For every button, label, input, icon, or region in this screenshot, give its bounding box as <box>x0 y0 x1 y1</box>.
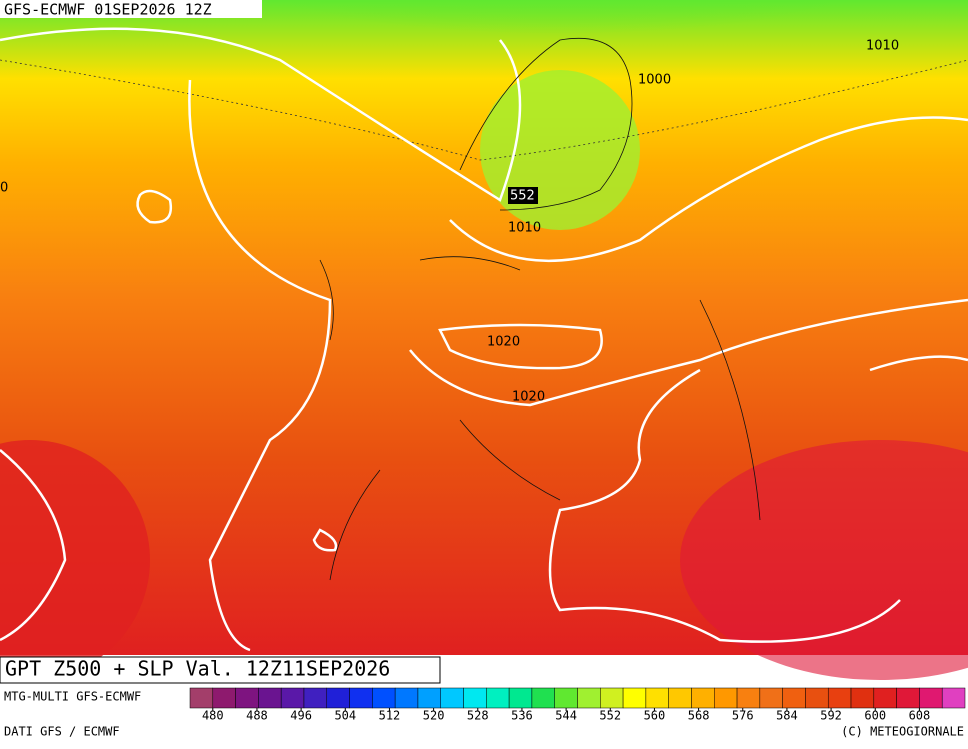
isobar <box>409 298 968 407</box>
colorbar-swatch <box>258 687 282 709</box>
colorbar-swatch <box>873 687 897 709</box>
colorbar-swatch <box>782 687 806 709</box>
colorbar-swatch <box>645 687 669 709</box>
colorbar-swatch <box>372 687 396 709</box>
colorbar-swatch <box>417 687 441 709</box>
colorbar-swatch <box>440 687 464 709</box>
map: GFS-ECMWF 01SEP2026 12Z 1010 1000 0 552 … <box>0 0 968 680</box>
contour-label: 1010 <box>508 221 541 236</box>
colorbar-swatch <box>827 687 852 709</box>
warm-field <box>680 440 968 680</box>
isobar <box>438 323 603 370</box>
colorbar-swatch <box>189 687 214 709</box>
colorbar-swatch <box>759 687 783 709</box>
contour-label: 1000 <box>638 73 671 88</box>
isobar <box>0 27 522 202</box>
isobar <box>312 528 338 552</box>
contour-label: 552 <box>510 189 535 204</box>
colorbar-tick-label: 496 <box>290 709 312 723</box>
colorbar-tick-label: 520 <box>423 709 445 723</box>
colorbar-swatch <box>919 687 943 709</box>
label-box <box>508 187 538 204</box>
colorbar-tick-label: 512 <box>379 709 401 723</box>
coastline <box>319 37 761 581</box>
colorbar-tick-label: 528 <box>467 709 489 723</box>
colorbar-tick-label: 544 <box>555 709 577 723</box>
isobar <box>548 368 901 643</box>
colorbar-tick-label: 576 <box>732 709 754 723</box>
colorbar-tick-label: 600 <box>864 709 886 723</box>
isobar <box>449 116 968 263</box>
colorbar-tick-label: 536 <box>511 709 533 723</box>
colorbar-tick-label: 552 <box>599 709 621 723</box>
contour-label: 1010 <box>866 39 899 54</box>
isobar <box>136 189 173 224</box>
colorbar-swatch <box>508 687 533 709</box>
colorbar-swatch <box>600 687 624 709</box>
isobar <box>869 355 968 372</box>
contour-label: 1020 <box>487 335 520 350</box>
isobar <box>0 449 67 642</box>
colorbar-tick-label: 560 <box>644 709 666 723</box>
colorbar-swatch <box>941 687 966 709</box>
source-label: DATI GFS / ECMWF <box>4 725 120 739</box>
title-box <box>0 0 262 18</box>
colorbar-swatch <box>394 687 419 709</box>
model-label: MTG-MULTI GFS-ECMWF <box>4 690 141 704</box>
colorbar-swatch <box>463 687 487 709</box>
colorbar-swatch <box>303 687 328 709</box>
colorbar-swatch <box>622 687 647 709</box>
colorbar-swatch <box>280 687 305 709</box>
colorbar-tick-label: 480 <box>202 709 224 723</box>
colorbar-swatch <box>531 687 555 709</box>
footer-title: GPT Z500 + SLP Val. 12Z11SEP2026 <box>5 657 390 681</box>
contour-label: 0 <box>0 181 8 196</box>
colorbar-tick-label: 568 <box>688 709 710 723</box>
colorbar-tick-label: 504 <box>334 709 356 723</box>
contour-label: 1020 <box>512 390 545 405</box>
colorbar-swatch <box>235 687 259 709</box>
colorbar-swatch <box>212 687 236 709</box>
colorbar-tick-label: 488 <box>246 709 268 723</box>
colorbar-swatch <box>577 687 601 709</box>
colorbar-tick-label: 608 <box>909 709 931 723</box>
footer-title-box <box>0 656 441 684</box>
contour-labels: 1010 1000 0 552 1010 1020 1020 <box>0 39 899 405</box>
isoline <box>0 59 968 161</box>
colorbar-swatch <box>736 687 761 709</box>
colorbar-swatch <box>896 687 920 709</box>
colorbar-swatch <box>714 687 738 709</box>
colorbar-swatch <box>668 687 692 709</box>
colorbar-swatch <box>805 687 829 709</box>
colorbar-swatch <box>486 687 510 709</box>
credit-label: (C) METEOGIORNALE <box>841 725 964 739</box>
map-title: GFS-ECMWF 01SEP2026 12Z <box>4 1 212 19</box>
colorbar-swatch <box>349 687 373 709</box>
colorbar-tick-label: 584 <box>776 709 798 723</box>
colorbar-tick-label: 592 <box>820 709 842 723</box>
colorbar-swatch <box>326 687 350 709</box>
colorbar-swatch <box>554 687 578 709</box>
colorbar-swatch <box>850 687 875 709</box>
colorbar-swatch <box>691 687 715 709</box>
isobar <box>188 79 332 652</box>
colorbar: 480 488 496 504 512 520 528 536 544 552 560 568 576 5… <box>189 687 966 723</box>
warm-field <box>0 440 150 680</box>
